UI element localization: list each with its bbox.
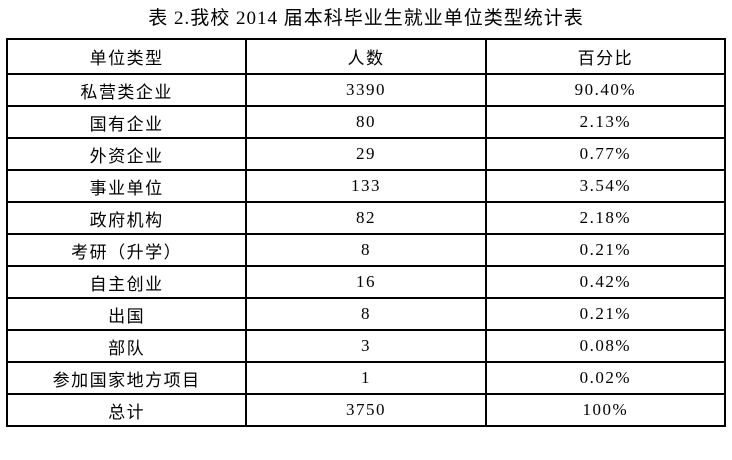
percent-cell: 100% [484,393,727,427]
count-cell: 1 [245,361,487,395]
count-cell: 8 [245,233,487,267]
count-cell: 8 [245,297,487,331]
percent-cell: 0.08% [484,329,727,363]
table-caption: 表 2.我校 2014 届本科毕业生就业单位类型统计表 [148,8,584,29]
table-row: 政府机构 82 2.18% [5,201,727,235]
table-row: 总计 3750 100% [5,393,727,427]
count-cell: 3750 [245,393,487,427]
employment-stats-table: 单位类型 人数 百分比 私营类企业 3390 90.40% 国有企业 80 2.13% 外资… [5,38,727,427]
table-row: 出国 8 0.21% [5,297,727,331]
unit-type-cell: 总计 [5,393,248,427]
unit-type-cell: 参加国家地方项目 [5,361,248,395]
unit-type-cell: 外资企业 [5,137,248,171]
count-cell: 80 [245,105,487,139]
percent-cell: 0.02% [484,361,727,395]
table-row: 国有企业 80 2.13% [5,105,727,139]
unit-type-cell: 国有企业 [5,105,248,139]
unit-type-cell: 部队 [5,329,248,363]
table-row: 部队 3 0.08% [5,329,727,363]
percent-cell: 0.21% [484,297,727,331]
header-row: 单位类型 人数 百分比 [5,38,727,75]
header-count: 人数 [245,38,487,75]
count-cell: 82 [245,201,487,235]
header-unit-type: 单位类型 [5,38,248,75]
table-row: 事业单位 133 3.54% [5,169,727,203]
table-body: 私营类企业 3390 90.40% 国有企业 80 2.13% 外资企业 29 0.77% 事业单… [5,73,727,427]
table-row: 参加国家地方项目 1 0.02% [5,361,727,395]
percent-cell: 2.18% [484,201,727,235]
unit-type-cell: 出国 [5,297,248,331]
unit-type-cell: 政府机构 [5,201,248,235]
table-row: 私营类企业 3390 90.40% [5,73,727,107]
percent-cell: 3.54% [484,169,727,203]
count-cell: 133 [245,169,487,203]
percent-cell: 90.40% [484,73,727,107]
unit-type-cell: 事业单位 [5,169,248,203]
percent-cell: 0.21% [484,233,727,267]
table-row: 自主创业 16 0.42% [5,265,727,299]
percent-cell: 0.42% [484,265,727,299]
header-percent: 百分比 [484,38,727,75]
unit-type-cell: 自主创业 [5,265,248,299]
count-cell: 29 [245,137,487,171]
table-row: 外资企业 29 0.77% [5,137,727,171]
count-cell: 3390 [245,73,487,107]
unit-type-cell: 私营类企业 [5,73,248,107]
unit-type-cell: 考研（升学） [5,233,248,267]
percent-cell: 2.13% [484,105,727,139]
count-cell: 3 [245,329,487,363]
percent-cell: 0.77% [484,137,727,171]
table-row: 考研（升学） 8 0.21% [5,233,727,267]
count-cell: 16 [245,265,487,299]
